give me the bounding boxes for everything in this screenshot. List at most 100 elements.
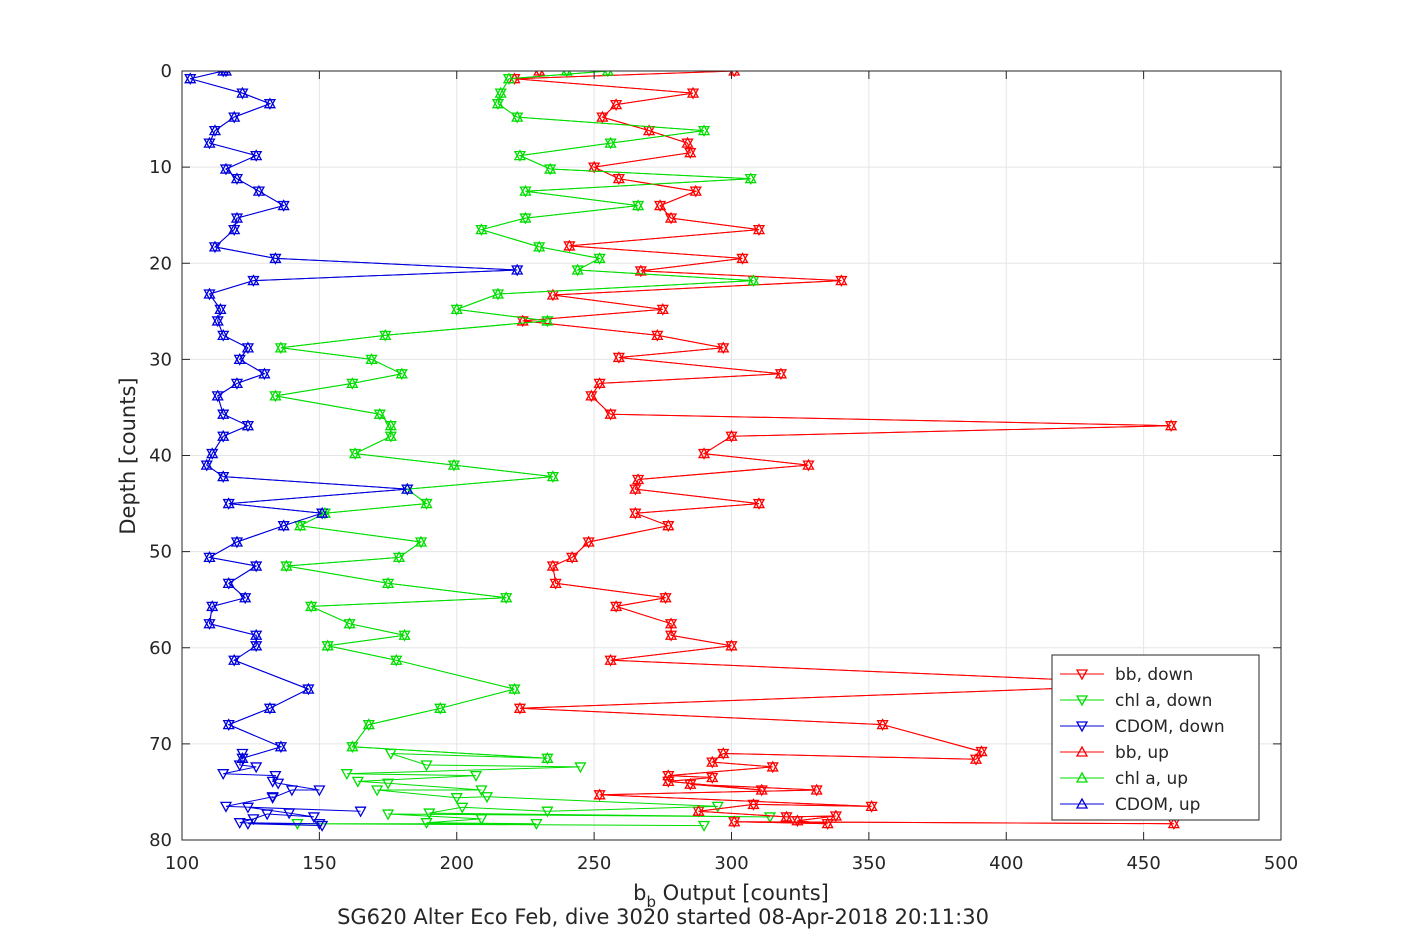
series-point xyxy=(283,808,296,820)
legend: bb, down chl a, down CDOM, down bb, up chl a… xyxy=(1051,654,1260,821)
series-line xyxy=(275,71,754,759)
series-point xyxy=(725,429,738,441)
series-point xyxy=(423,808,436,820)
y-tick-label: 20 xyxy=(149,253,172,274)
series-point xyxy=(219,801,233,813)
series-point xyxy=(662,769,675,781)
series-point xyxy=(384,429,397,441)
series-point xyxy=(395,367,408,379)
series-point xyxy=(475,785,488,797)
series-point xyxy=(208,240,222,252)
series-point xyxy=(285,785,299,797)
series-point xyxy=(302,682,315,694)
series-point xyxy=(211,389,224,401)
series-point xyxy=(348,447,362,459)
series-point xyxy=(662,775,675,787)
series-point xyxy=(206,447,219,459)
series-point xyxy=(480,792,494,804)
legend-marker xyxy=(1075,669,1089,681)
series-point xyxy=(642,124,656,136)
series-point xyxy=(494,86,507,98)
series-point xyxy=(684,777,697,789)
series-line xyxy=(190,71,518,759)
series-line xyxy=(514,71,1174,825)
series-point xyxy=(571,263,584,275)
series-point xyxy=(544,162,557,174)
series-point xyxy=(752,497,766,509)
series-point xyxy=(604,653,617,665)
series-point xyxy=(316,820,329,832)
series-point xyxy=(508,682,521,694)
x-axis-label: bb Output [counts] xyxy=(633,881,829,911)
series-point xyxy=(434,701,447,713)
series-point xyxy=(203,136,216,148)
series-point xyxy=(384,419,397,431)
series-point xyxy=(502,72,516,84)
series-point xyxy=(546,559,560,571)
series-point xyxy=(381,778,395,790)
series-point xyxy=(656,303,669,315)
series-point xyxy=(533,71,546,76)
series-point xyxy=(631,199,645,211)
series-point xyxy=(277,519,290,531)
series-point xyxy=(247,274,260,286)
series-point xyxy=(835,274,848,286)
series-point xyxy=(351,776,364,788)
series-point xyxy=(629,482,642,494)
series-point xyxy=(697,820,711,832)
series-point xyxy=(222,718,235,730)
series-point xyxy=(241,819,255,830)
series-point xyxy=(381,809,395,821)
series-point xyxy=(610,600,623,612)
series-point xyxy=(469,770,483,782)
series-point xyxy=(1164,419,1178,431)
series-point xyxy=(865,800,878,812)
series-point xyxy=(684,146,697,158)
series-point xyxy=(233,353,246,365)
series-point xyxy=(316,506,329,518)
series-point xyxy=(261,809,274,821)
series-point xyxy=(541,314,554,326)
series-point xyxy=(346,377,359,389)
series-point xyxy=(664,211,678,223)
series-point xyxy=(744,172,757,184)
series-point xyxy=(200,458,213,470)
legend-label: chl a, up xyxy=(1115,769,1188,789)
series-point xyxy=(728,815,741,827)
series-point xyxy=(272,778,285,790)
series-point xyxy=(533,240,546,252)
series-point xyxy=(491,287,505,299)
series-point xyxy=(203,551,216,563)
x-tick-label: 450 xyxy=(1126,853,1160,874)
series-point xyxy=(269,252,282,264)
series-point xyxy=(217,407,230,419)
series-point xyxy=(747,798,760,810)
legend-marker xyxy=(1075,745,1089,757)
series-point xyxy=(653,199,667,211)
series-point xyxy=(365,353,378,365)
series-point xyxy=(228,223,241,235)
series-point xyxy=(230,172,244,184)
x-tick-label: 400 xyxy=(989,853,1023,874)
series-point xyxy=(266,792,279,804)
series-point xyxy=(420,760,433,772)
series-point xyxy=(541,806,554,818)
series-point xyxy=(549,577,562,588)
series-point xyxy=(697,124,711,136)
series-point xyxy=(307,812,320,824)
series-point xyxy=(686,86,700,98)
legend-marker xyxy=(1075,695,1089,707)
series-point xyxy=(236,86,249,98)
x-tick-label: 250 xyxy=(577,853,611,874)
series-point xyxy=(230,211,244,223)
series-point xyxy=(541,751,554,763)
y-axis-label: Depth [counts] xyxy=(116,377,140,534)
series-point xyxy=(604,407,617,419)
series-point xyxy=(203,617,216,629)
series-point xyxy=(519,184,532,196)
series-point xyxy=(585,389,598,401)
series-point xyxy=(343,617,356,629)
series-point xyxy=(401,482,414,494)
series-point xyxy=(392,551,406,563)
y-tick-label: 0 xyxy=(161,61,172,82)
